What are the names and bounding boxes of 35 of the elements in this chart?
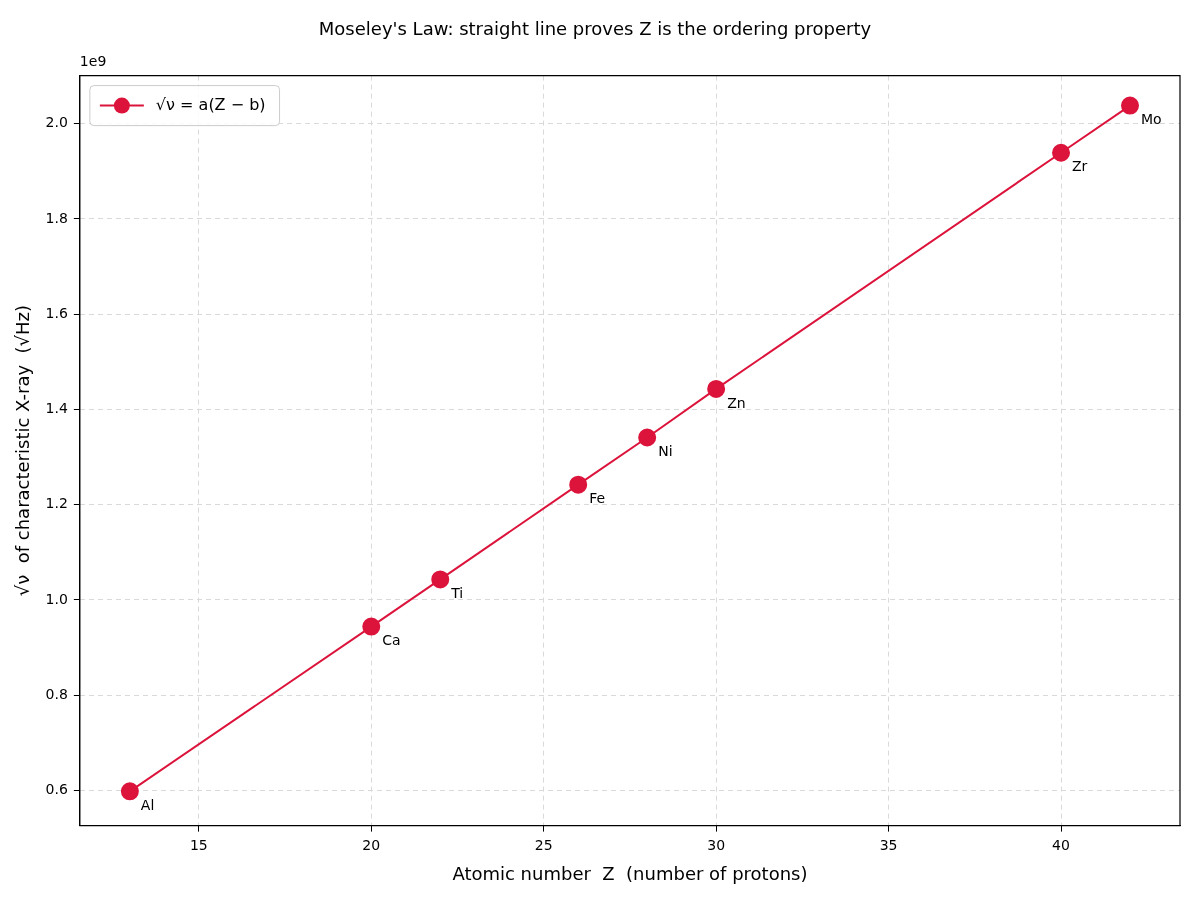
text: 1e9: [79, 53, 107, 70]
annotation: Al: [140, 796, 155, 813]
chart-title: Moseley's Law: straight line proves Z is the ordering property: [318, 18, 872, 40]
x-axis-title: Atomic number Z (number of protons): [452, 862, 808, 884]
y-tick-label: 2.0: [45, 114, 68, 131]
y-tick-label: 0.6: [45, 781, 68, 797]
x-tick-label: 35: [879, 836, 898, 853]
y-tick-label: 1.2: [45, 495, 68, 512]
x-tick-label: 15: [189, 836, 208, 853]
legend-label: √ν = a(Z − b): [155, 94, 266, 114]
point: [1052, 143, 1071, 162]
point: [362, 617, 381, 636]
point: [569, 475, 588, 494]
y-axis-title: √ν of characteristic X-ray (√Hz): [12, 304, 34, 597]
annotation: Zr: [1072, 158, 1088, 175]
y-tick-label: 0.8: [45, 685, 68, 702]
y-tick-label: 1.6: [45, 304, 68, 321]
x-tick-label: 40: [1052, 836, 1070, 853]
y-tick-label: 1.8: [45, 209, 68, 226]
x-tick-label: 30: [707, 836, 726, 853]
x-tick-label: 20: [362, 836, 381, 853]
annotation: Ni: [658, 443, 673, 460]
y-tick-label: 1.4: [45, 400, 68, 417]
y-tick-label: 1.0: [45, 590, 68, 607]
point: [707, 379, 726, 398]
point: [1120, 96, 1139, 115]
point: [638, 428, 657, 447]
annotation: Fe: [589, 490, 606, 507]
point: [431, 570, 450, 589]
annotation: Ca: [382, 632, 401, 649]
point: [120, 782, 139, 801]
annotation: Ti: [450, 585, 464, 602]
x-tick-label: 25: [534, 836, 553, 853]
annotation: Mo: [1140, 111, 1162, 128]
annotation: Zn: [727, 394, 746, 411]
